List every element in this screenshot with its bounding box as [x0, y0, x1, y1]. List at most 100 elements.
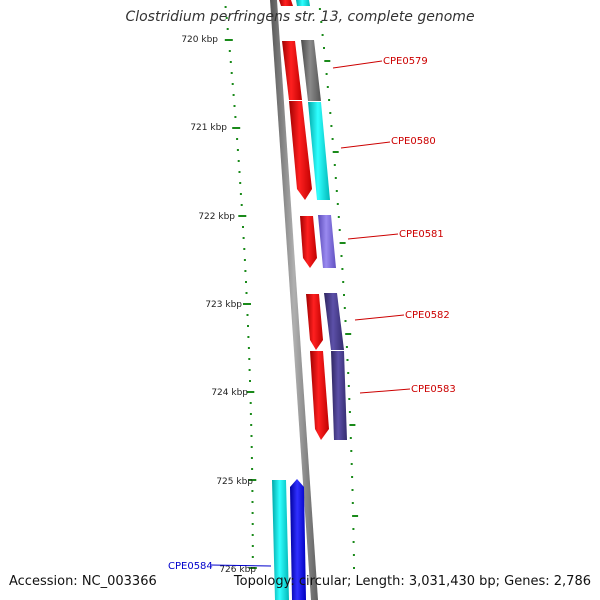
gene-arrow-top-partial	[279, 0, 293, 6]
scale-tick	[234, 116, 237, 118]
outer-tick	[352, 554, 355, 556]
scale-tick	[247, 325, 249, 327]
scale-tick	[248, 479, 257, 481]
scale-tick	[239, 182, 242, 184]
scale-tick	[249, 380, 251, 382]
gene-arrow-top-cyan	[296, 0, 310, 6]
scale-tick	[246, 314, 249, 316]
gene-leader-lines	[210, 60, 411, 567]
leader-cpe0584	[210, 564, 272, 567]
outer-tick	[343, 307, 346, 309]
gene-label-cpe0583[interactable]: CPE0583	[411, 384, 456, 395]
scale-tick	[237, 160, 240, 162]
reverse-strand-genes	[279, 0, 329, 440]
scale-tick	[247, 347, 250, 349]
scale-tick	[225, 17, 228, 19]
scale-tick	[224, 6, 227, 8]
outer-tick	[349, 437, 352, 439]
scale-tick	[243, 248, 246, 250]
scale-tick	[249, 413, 252, 415]
outer-tick	[348, 398, 351, 400]
gene-label-cpe0580[interactable]: CPE0580	[391, 136, 436, 147]
gene-arrow-cpe0581-rev	[300, 216, 317, 268]
gene-label-cpe0582[interactable]: CPE0582	[405, 310, 450, 321]
outer-tick	[344, 320, 347, 322]
outer-tick	[334, 177, 337, 179]
outer-tick	[323, 47, 325, 49]
scale-tick	[242, 226, 244, 228]
scale-tick	[251, 556, 254, 558]
outer-tick	[324, 60, 331, 62]
outer-tick	[349, 424, 356, 426]
leader-cpe0582	[354, 314, 405, 321]
outer-tick	[331, 138, 334, 140]
outer-tick	[326, 86, 329, 88]
scale-tick	[239, 193, 242, 195]
gene-label-cpe0584[interactable]: CPE0584	[168, 561, 213, 572]
scale-label-726: 726 kbp	[219, 565, 256, 575]
scale-label-725: 725 kbp	[216, 477, 253, 487]
scale-tick	[247, 336, 250, 338]
gene-arrow-cpe0584-a	[272, 480, 289, 600]
scale-tick	[251, 545, 254, 547]
gene-arrow-cpe0579	[301, 40, 321, 101]
outer-tick	[352, 528, 355, 530]
scale-tick	[250, 457, 253, 459]
gene-labels: CPE0579 CPE0580 CPE0581 CPE0582 CPE0583 …	[168, 56, 456, 572]
outer-tick	[350, 450, 353, 452]
scale-label-720: 720 kbp	[181, 35, 218, 45]
gene-arrow-cpe0581	[318, 215, 336, 268]
scale-tick	[226, 28, 229, 30]
scale-label-724: 724 kbp	[211, 388, 248, 398]
scale-tick	[245, 281, 247, 283]
gene-label-cpe0581[interactable]: CPE0581	[399, 229, 444, 240]
forward-strand-genes	[296, 0, 347, 440]
outer-tick	[345, 333, 352, 335]
scale-tick	[250, 435, 253, 437]
scale-label-721: 721 kbp	[190, 123, 227, 133]
scale-tick	[238, 171, 241, 173]
outer-tick	[345, 346, 348, 348]
gene-arrow-cpe0583-rev	[310, 351, 329, 440]
outer-tick	[347, 372, 350, 374]
outer-tick	[340, 255, 343, 257]
outer-tick	[335, 190, 338, 192]
outer-tick	[321, 34, 324, 36]
scale-tick	[251, 512, 254, 514]
gene-arrow-cpe0582-rev	[306, 294, 323, 350]
scale-tick	[248, 358, 251, 360]
outer-tick	[352, 515, 359, 517]
scale-tick	[248, 567, 257, 569]
scale-tick	[224, 39, 233, 41]
outer-tick	[343, 294, 345, 296]
scale-tick	[231, 83, 234, 85]
scale-tick	[251, 490, 254, 492]
genome-info-text: Topology: circular; Length: 3,031,430 bp…	[233, 574, 591, 589]
outer-tick	[348, 411, 351, 413]
scale-tick	[236, 138, 239, 140]
scale-tick	[251, 501, 254, 503]
scale-tick	[230, 72, 233, 74]
outer-tick	[318, 8, 321, 10]
scale-tick	[244, 270, 247, 272]
outer-tick	[338, 229, 341, 231]
scale-tick	[243, 259, 246, 261]
accession-text: Accession: NC_003366	[9, 574, 157, 589]
gene-arrow-cpe0580	[308, 102, 330, 200]
scale-tick	[229, 61, 232, 63]
leader-cpe0583	[359, 388, 411, 394]
outer-tick	[353, 567, 355, 569]
leader-cpe0580	[340, 141, 391, 149]
outer-tick	[337, 216, 340, 218]
scale-tick	[243, 303, 251, 305]
gene-arrow-cpe0584-b	[290, 479, 306, 600]
outer-tick	[336, 203, 339, 205]
scale-tick	[251, 523, 254, 525]
outer-tick	[332, 151, 339, 153]
gene-label-cpe0579[interactable]: CPE0579	[383, 56, 428, 67]
scale-tick	[236, 149, 239, 151]
outer-tick	[320, 21, 323, 23]
gene-arrow-cpe0582	[324, 293, 344, 350]
outer-tick	[330, 125, 333, 127]
